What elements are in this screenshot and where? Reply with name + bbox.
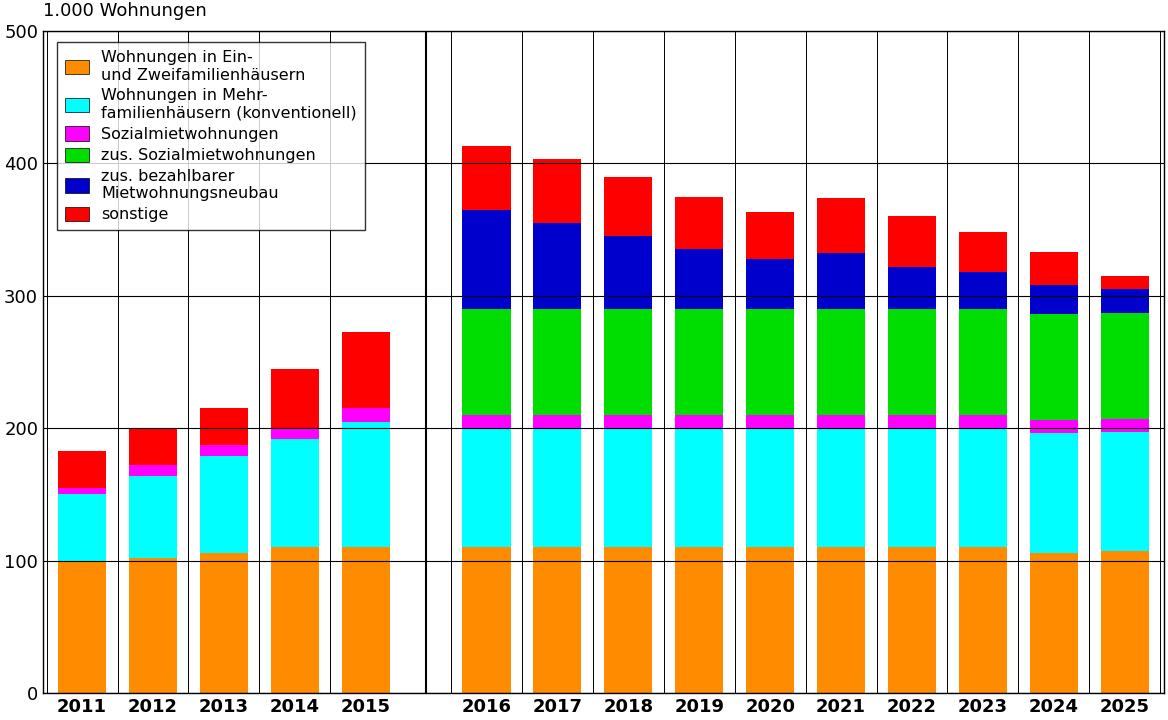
Bar xyxy=(342,422,390,547)
Bar xyxy=(1030,420,1078,433)
Bar xyxy=(271,428,319,438)
Bar xyxy=(1030,285,1078,315)
Bar xyxy=(128,476,178,558)
Bar xyxy=(816,547,865,693)
Bar xyxy=(604,415,653,428)
Bar xyxy=(816,415,865,428)
Bar xyxy=(271,369,319,428)
Bar xyxy=(816,309,865,415)
Bar xyxy=(128,428,178,465)
Bar xyxy=(746,428,794,547)
Bar xyxy=(58,487,106,495)
Bar xyxy=(746,547,794,693)
Bar xyxy=(58,451,106,487)
Text: 1.000 Wohnungen: 1.000 Wohnungen xyxy=(43,2,207,20)
Bar xyxy=(888,415,936,428)
Bar xyxy=(604,428,653,547)
Bar xyxy=(463,415,510,428)
Bar xyxy=(888,547,936,693)
Bar xyxy=(534,428,582,547)
Bar xyxy=(746,212,794,258)
Bar xyxy=(271,547,319,693)
Bar xyxy=(271,438,319,547)
Bar xyxy=(959,547,1007,693)
Bar xyxy=(463,428,510,547)
Bar xyxy=(604,236,653,309)
Bar xyxy=(604,547,653,693)
Bar xyxy=(675,249,723,309)
Bar xyxy=(1100,432,1149,552)
Bar xyxy=(746,258,794,309)
Bar xyxy=(675,547,723,693)
Bar xyxy=(675,428,723,547)
Bar xyxy=(58,495,106,561)
Bar xyxy=(888,217,936,266)
Bar xyxy=(1030,315,1078,420)
Bar xyxy=(746,309,794,415)
Bar xyxy=(604,309,653,415)
Bar xyxy=(1100,289,1149,313)
Bar xyxy=(342,331,390,408)
Bar xyxy=(888,428,936,547)
Bar xyxy=(463,210,510,309)
Bar xyxy=(128,465,178,476)
Bar xyxy=(675,415,723,428)
Bar xyxy=(888,266,936,309)
Legend: Wohnungen in Ein-
und Zweifamilienhäusern, Wohnungen in Mehr-
familienhäusern (k: Wohnungen in Ein- und Zweifamilienhäuser… xyxy=(56,42,364,230)
Bar xyxy=(1030,433,1078,553)
Bar xyxy=(816,428,865,547)
Bar xyxy=(959,415,1007,428)
Bar xyxy=(675,197,723,249)
Bar xyxy=(888,309,936,415)
Bar xyxy=(959,428,1007,547)
Bar xyxy=(128,558,178,693)
Bar xyxy=(1030,252,1078,285)
Bar xyxy=(534,547,582,693)
Bar xyxy=(463,146,510,210)
Bar xyxy=(534,309,582,415)
Bar xyxy=(1100,552,1149,693)
Bar xyxy=(534,223,582,309)
Bar xyxy=(675,309,723,415)
Bar xyxy=(200,446,248,456)
Bar xyxy=(342,547,390,693)
Bar xyxy=(816,198,865,253)
Bar xyxy=(534,159,582,223)
Bar xyxy=(816,253,865,309)
Bar xyxy=(959,272,1007,309)
Bar xyxy=(200,408,248,446)
Bar xyxy=(1030,553,1078,693)
Bar xyxy=(200,553,248,693)
Bar xyxy=(1100,419,1149,432)
Bar xyxy=(200,456,248,553)
Bar xyxy=(463,547,510,693)
Bar xyxy=(959,233,1007,272)
Bar xyxy=(58,561,106,693)
Bar xyxy=(1100,276,1149,289)
Bar xyxy=(959,309,1007,415)
Bar xyxy=(463,309,510,415)
Bar xyxy=(1100,313,1149,419)
Bar xyxy=(534,415,582,428)
Bar xyxy=(604,176,653,236)
Bar xyxy=(746,415,794,428)
Bar xyxy=(342,408,390,422)
